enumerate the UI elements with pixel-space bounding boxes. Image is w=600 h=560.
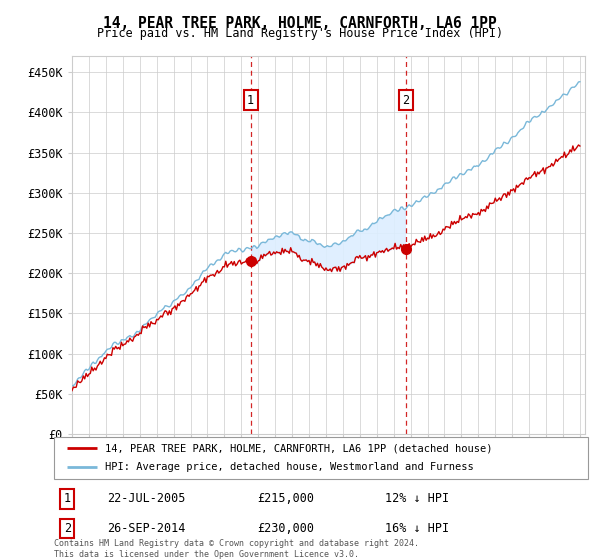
Text: 26-SEP-2014: 26-SEP-2014 — [107, 522, 186, 535]
Text: 14, PEAR TREE PARK, HOLME, CARNFORTH, LA6 1PP (detached house): 14, PEAR TREE PARK, HOLME, CARNFORTH, LA… — [105, 443, 492, 453]
Text: 12% ↓ HPI: 12% ↓ HPI — [385, 492, 449, 506]
Text: 2: 2 — [403, 94, 410, 107]
Text: 2: 2 — [64, 522, 71, 535]
Text: 16% ↓ HPI: 16% ↓ HPI — [385, 522, 449, 535]
Text: Contains HM Land Registry data © Crown copyright and database right 2024.
This d: Contains HM Land Registry data © Crown c… — [54, 539, 419, 559]
Text: Price paid vs. HM Land Registry's House Price Index (HPI): Price paid vs. HM Land Registry's House … — [97, 27, 503, 40]
Text: 1: 1 — [64, 492, 71, 506]
Text: £215,000: £215,000 — [257, 492, 314, 506]
Text: £230,000: £230,000 — [257, 522, 314, 535]
Text: 1: 1 — [247, 94, 254, 107]
Text: HPI: Average price, detached house, Westmorland and Furness: HPI: Average price, detached house, West… — [105, 463, 473, 473]
Text: 22-JUL-2005: 22-JUL-2005 — [107, 492, 186, 506]
Text: 14, PEAR TREE PARK, HOLME, CARNFORTH, LA6 1PP: 14, PEAR TREE PARK, HOLME, CARNFORTH, LA… — [103, 16, 497, 31]
